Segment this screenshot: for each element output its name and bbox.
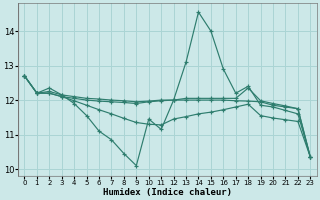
X-axis label: Humidex (Indice chaleur): Humidex (Indice chaleur) (103, 188, 232, 197)
